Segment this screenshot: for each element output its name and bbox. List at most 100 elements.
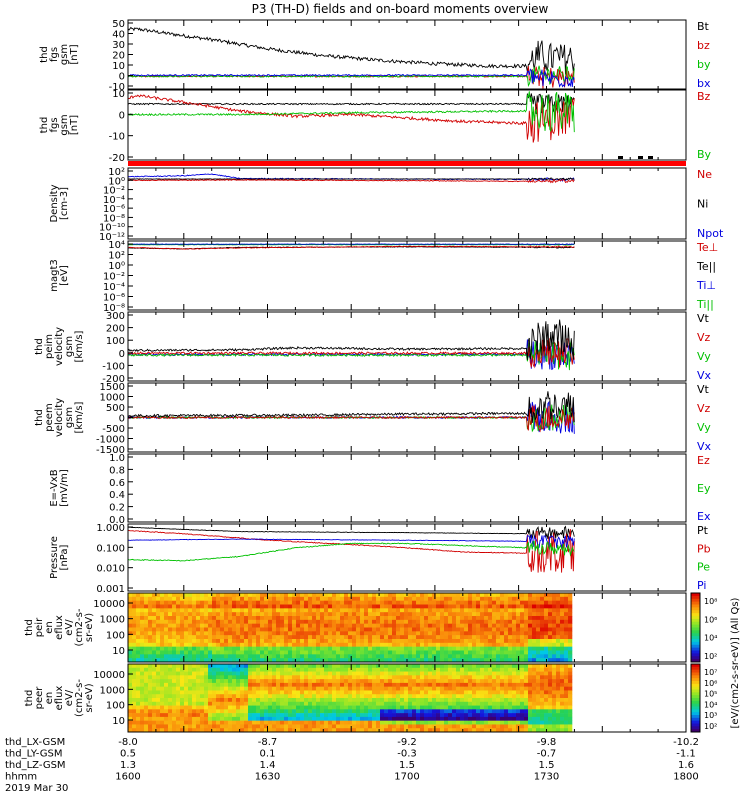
heatmap-cell — [240, 642, 245, 647]
heatmap-cell — [248, 654, 253, 659]
heatmap-cell — [492, 616, 497, 621]
heatmap-cell — [332, 709, 337, 714]
heatmap-cell — [356, 720, 361, 725]
heatmap-cell — [264, 698, 269, 703]
heatmap-cell — [232, 694, 237, 699]
heatmap-cell — [352, 650, 357, 655]
legend-pressure-1: Pb — [697, 542, 711, 555]
heatmap-cell — [388, 623, 393, 628]
heatmap-cell — [496, 593, 501, 598]
heatmap-cell — [312, 658, 317, 663]
heatmap-cell — [212, 675, 217, 680]
heatmap-cell — [176, 675, 181, 680]
heatmap-cell — [348, 616, 353, 621]
heatmap-cell — [368, 596, 373, 601]
heatmap-cell — [136, 664, 141, 669]
heatmap-cell — [220, 698, 225, 703]
heatmap-cell — [540, 694, 545, 699]
heatmap-cell — [236, 642, 241, 647]
heatmap-cell — [216, 686, 221, 691]
heatmap-cell — [404, 671, 409, 676]
heatmap-cell — [360, 713, 365, 718]
heatmap-cell — [300, 619, 305, 624]
colorbar-cell — [691, 613, 700, 617]
heatmap-cell — [240, 604, 245, 609]
heatmap-cell — [296, 642, 301, 647]
heatmap-cell — [364, 631, 369, 636]
heatmap-cell — [348, 619, 353, 624]
heatmap-cell — [316, 720, 321, 725]
heatmap-cell — [224, 658, 229, 663]
heatmap-cell — [336, 671, 341, 676]
heatmap-cell — [276, 593, 281, 598]
heatmap-cell — [412, 650, 417, 655]
xaxis-value-1-0: 0.5 — [120, 749, 136, 760]
heatmap-cell — [468, 716, 473, 721]
heatmap-cell — [408, 639, 413, 644]
heatmap-cell — [544, 631, 549, 636]
heatmap-cell — [340, 593, 345, 598]
heatmap-cell — [244, 642, 249, 647]
heatmap-cell — [416, 713, 421, 718]
heatmap-cell — [444, 600, 449, 605]
heatmap-cell — [396, 709, 401, 714]
heatmap-cell — [460, 650, 465, 655]
heatmap-cell — [280, 639, 285, 644]
heatmap-cell — [280, 650, 285, 655]
heatmap-cell — [340, 724, 345, 729]
heatmap-cell — [196, 604, 201, 609]
heatmap-cell — [364, 619, 369, 624]
heatmap-cell — [452, 646, 457, 651]
heatmap-cell — [404, 642, 409, 647]
heatmap-cell — [332, 646, 337, 651]
heatmap-cell — [564, 728, 569, 733]
heatmap-cell — [500, 686, 505, 691]
heatmap-cell — [236, 686, 241, 691]
heatmap-cell — [272, 679, 277, 684]
heatmap-cell — [500, 701, 505, 706]
heatmap-cell — [296, 612, 301, 617]
ytick-label-temperature-3: 10⁻² — [103, 272, 125, 283]
heatmap-cell — [308, 631, 313, 636]
heatmap-cell — [164, 705, 169, 710]
heatmap-cell — [552, 658, 557, 663]
heatmap-cell — [396, 616, 401, 621]
heatmap-cell — [244, 650, 249, 655]
heatmap-cell — [344, 709, 349, 714]
heatmap-cell — [260, 705, 265, 710]
ytick-label-density-4: 10⁻⁶ — [103, 204, 125, 215]
heatmap-cell — [564, 593, 569, 598]
heatmap-cell — [484, 675, 489, 680]
heatmap-cell — [128, 646, 133, 651]
heatmap-cell — [268, 616, 273, 621]
heatmap-cell — [240, 709, 245, 714]
xaxis-value-2-4: 1.6 — [678, 760, 694, 771]
heatmap-cell — [320, 650, 325, 655]
heatmap-cell — [520, 658, 525, 663]
heatmap-cell — [560, 705, 565, 710]
heatmap-cell — [164, 619, 169, 624]
heatmap-cell — [376, 608, 381, 613]
heatmap-cell — [340, 658, 345, 663]
heatmap-cell — [268, 612, 273, 617]
heatmap-cell — [204, 600, 209, 605]
legend-peim_velocity-3: Vx — [697, 369, 712, 382]
heatmap-cell — [396, 667, 401, 672]
heatmap-cell — [224, 675, 229, 680]
heatmap-cell — [156, 667, 161, 672]
heatmap-cell — [316, 619, 321, 624]
heatmap-cell — [300, 600, 305, 605]
heatmap-cell — [488, 682, 493, 687]
heatmap-cell — [484, 631, 489, 636]
heatmap-cell — [528, 705, 533, 710]
heatmap-cell — [428, 690, 433, 695]
heatmap-cell — [420, 709, 425, 714]
heatmap-cell — [488, 642, 493, 647]
heatmap-cell — [320, 720, 325, 725]
heatmap-cell — [368, 600, 373, 605]
heatmap-cell — [216, 679, 221, 684]
ylabel-density: Density [cm-3] — [49, 184, 70, 222]
heatmap-cell — [532, 616, 537, 621]
ylabel-line-fgs_gsm-1: fgs — [49, 47, 60, 62]
heatmap-cell — [284, 667, 289, 672]
